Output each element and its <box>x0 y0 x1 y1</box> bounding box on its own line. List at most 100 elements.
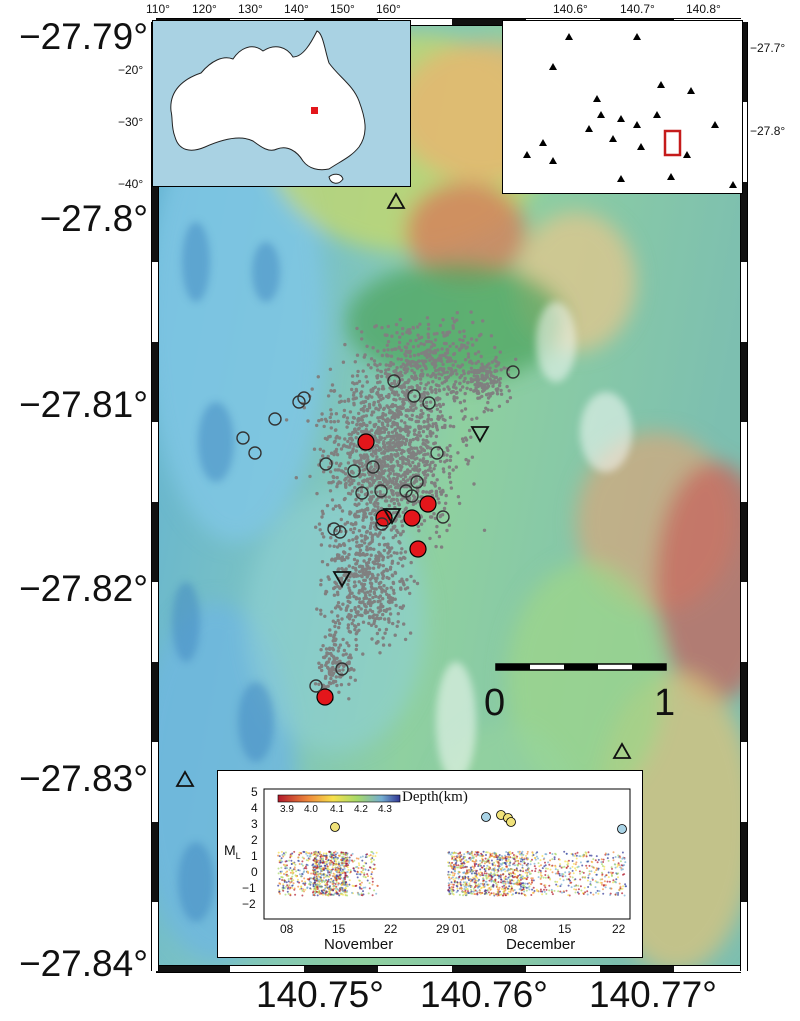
study-area-marker[interactable] <box>311 107 318 114</box>
station-inset[interactable] <box>502 20 743 194</box>
ts-event-dot <box>341 871 344 874</box>
earthquake-dot <box>423 442 427 447</box>
ts-event-dot <box>342 880 345 882</box>
station-marker[interactable] <box>609 135 617 142</box>
historical-event-marker[interactable] <box>236 431 250 445</box>
ts-large-event[interactable] <box>617 824 627 834</box>
earthquake-dot <box>383 455 387 459</box>
station-marker[interactable] <box>633 33 641 40</box>
station-up-triangle[interactable] <box>470 426 490 443</box>
earthquake-dot <box>343 551 347 555</box>
station-marker[interactable] <box>617 175 625 182</box>
historical-event-marker[interactable] <box>436 510 450 524</box>
earthquake-dot <box>353 580 357 584</box>
ts-event-dot <box>319 858 322 860</box>
historical-event-marker[interactable] <box>355 486 369 500</box>
ts-event-dot <box>289 871 292 874</box>
magnitude-timeseries[interactable]: 5 4 3 2 1 0 −1 −2 ML 3.9 4.0 4.1 4.2 4.3… <box>217 770 643 958</box>
ts-event-dot <box>346 866 349 869</box>
historical-event-marker[interactable] <box>319 457 333 471</box>
station-marker[interactable] <box>687 87 695 94</box>
ts-event-dot <box>316 894 319 897</box>
ts-event-dot <box>368 854 371 857</box>
earthquake-dot <box>343 342 347 347</box>
earthquake-dot <box>424 366 428 371</box>
historical-event-marker[interactable] <box>506 365 520 379</box>
station-marker[interactable] <box>565 33 573 40</box>
station-marker[interactable] <box>597 111 605 118</box>
large-event-marker[interactable] <box>403 509 421 527</box>
station-up-triangle[interactable] <box>386 192 406 209</box>
large-event-marker[interactable] <box>357 433 375 451</box>
station-marker[interactable] <box>593 95 601 102</box>
station-marker[interactable] <box>617 115 625 122</box>
large-event-marker[interactable] <box>419 495 437 513</box>
ts-event-dot <box>298 851 301 854</box>
ts-event-dot <box>509 868 512 871</box>
station-marker[interactable] <box>523 151 531 158</box>
ts-event-dot <box>333 873 336 876</box>
historical-event-marker[interactable] <box>410 475 424 489</box>
earthquake-dot <box>334 637 338 641</box>
station-marker[interactable] <box>711 121 719 128</box>
station-down-triangle[interactable] <box>382 508 402 525</box>
ts-event-dot <box>490 892 493 895</box>
ts-event-dot <box>482 882 485 885</box>
historical-event-marker[interactable] <box>366 460 380 474</box>
station-marker[interactable] <box>657 81 665 88</box>
historical-event-marker[interactable] <box>309 679 323 693</box>
study-area-box[interactable] <box>663 129 682 157</box>
ts-large-event[interactable] <box>481 812 491 822</box>
earthquake-dot <box>320 560 325 564</box>
ts-event-dot <box>544 864 547 867</box>
historical-event-marker[interactable] <box>430 446 444 460</box>
historical-event-marker[interactable] <box>268 412 282 426</box>
station-down-triangle[interactable] <box>332 571 352 588</box>
earthquake-dot <box>441 402 445 407</box>
station-up-triangle[interactable] <box>612 742 632 759</box>
ts-event-dot <box>518 883 521 885</box>
historical-event-marker[interactable] <box>407 389 421 403</box>
earthquake-dot <box>469 310 473 314</box>
earthquake-dot <box>340 566 344 571</box>
historical-event-marker[interactable] <box>248 446 262 460</box>
ts-event-dot <box>367 869 370 872</box>
historical-event-marker[interactable] <box>422 396 436 410</box>
station-marker[interactable] <box>653 111 661 118</box>
station-marker[interactable] <box>549 157 557 164</box>
historical-event-marker[interactable] <box>297 391 311 405</box>
ts-large-event[interactable] <box>330 822 340 832</box>
historical-event-marker[interactable] <box>335 662 349 676</box>
ts-event-dot <box>568 873 571 876</box>
historical-event-marker[interactable] <box>405 489 419 503</box>
historical-event-marker[interactable] <box>347 464 361 478</box>
historical-event-marker[interactable] <box>375 517 389 531</box>
ts-event-dot <box>499 876 502 879</box>
station-marker[interactable] <box>539 139 547 146</box>
historical-event-marker[interactable] <box>327 522 341 536</box>
station-marker[interactable] <box>585 125 593 132</box>
large-event-marker[interactable] <box>409 540 427 558</box>
ts-event-dot <box>485 854 487 856</box>
earthquake-dot <box>365 479 370 483</box>
ts-event-dot <box>507 860 510 862</box>
historical-event-marker[interactable] <box>333 525 347 539</box>
earthquake-dot <box>348 653 352 657</box>
station-marker[interactable] <box>637 143 645 150</box>
station-marker[interactable] <box>667 173 675 180</box>
station-marker[interactable] <box>549 63 557 70</box>
large-event-marker[interactable] <box>316 688 334 706</box>
station-marker[interactable] <box>729 181 737 188</box>
ts-event-dot <box>498 894 501 896</box>
historical-event-marker[interactable] <box>387 374 401 388</box>
australia-inset[interactable] <box>152 20 411 187</box>
earthquake-dot <box>404 408 408 413</box>
historical-event-marker[interactable] <box>374 484 388 498</box>
station-marker[interactable] <box>633 121 641 128</box>
ts-event-dot <box>616 863 619 866</box>
station-marker[interactable] <box>683 151 691 158</box>
station-up-triangle[interactable] <box>175 770 195 787</box>
earthquake-dot <box>352 401 356 405</box>
ts-event-dot <box>319 878 322 881</box>
ts-large-event[interactable] <box>506 817 516 827</box>
